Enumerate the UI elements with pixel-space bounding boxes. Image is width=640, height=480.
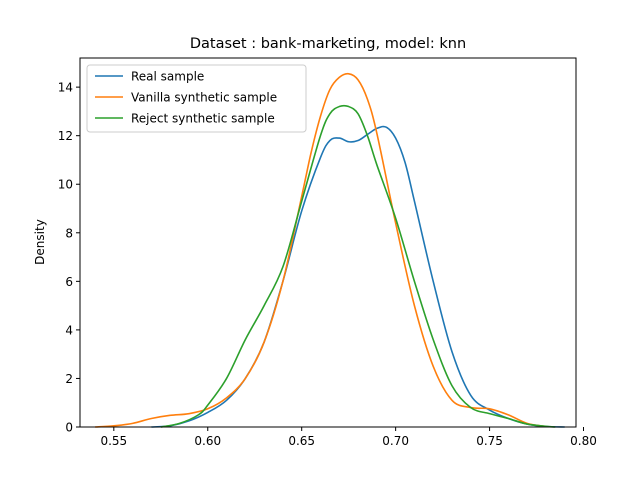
legend-label-real-sample: Real sample: [131, 70, 204, 84]
plot-frame: [79, 57, 577, 428]
x-tick-label: 0.70: [382, 434, 409, 448]
y-tick-label: 8: [65, 226, 73, 240]
x-tick-label: 0.80: [570, 434, 597, 448]
y-tick-label: 2: [65, 372, 73, 386]
legend-label-reject-synthetic-sample: Reject synthetic sample: [131, 112, 275, 126]
y-tick-label: 0: [65, 421, 73, 435]
series-line-real-sample: [151, 125, 565, 428]
series-layer: [94, 72, 565, 428]
y-tick-label: 10: [58, 178, 73, 192]
x-tick-label: 0.55: [100, 434, 127, 448]
y-axis-label: Density: [33, 219, 47, 265]
y-axis: 0 2 4 6 8 10 12 14: [58, 81, 80, 435]
chart-title: Dataset : bank-marketing, model: knn: [190, 36, 466, 52]
legend-label-vanilla-synthetic-sample: Vanilla synthetic sample: [131, 91, 277, 105]
x-tick-label: 0.75: [476, 434, 503, 448]
legend-box: [86, 64, 307, 133]
y-tick-label: 4: [65, 323, 73, 337]
y-tick-label: 12: [58, 129, 73, 143]
series-line-reject-synthetic-sample: [160, 104, 556, 428]
x-axis: 0.55 0.60 0.65 0.70 0.75 0.80: [100, 427, 597, 448]
series-line-vanilla-synthetic-sample: [94, 72, 547, 428]
y-tick-label: 6: [65, 275, 73, 289]
x-tick-label: 0.60: [194, 434, 221, 448]
y-tick-label: 14: [58, 81, 73, 95]
x-tick-label: 0.65: [288, 434, 315, 448]
legend: Real sample Vanilla synthetic sample Rejec…: [86, 64, 307, 133]
